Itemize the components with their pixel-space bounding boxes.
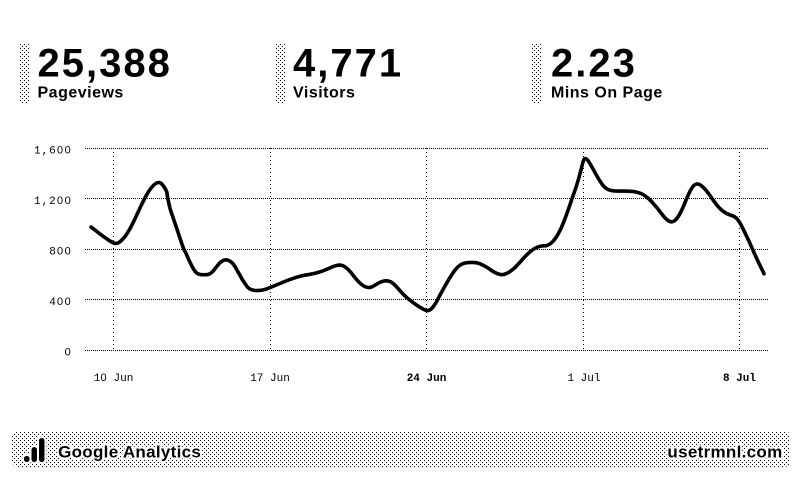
svg-text:0: 0 [64,348,72,360]
svg-text:10 Jun: 10 Jun [94,373,134,385]
svg-text:1,200: 1,200 [34,196,72,208]
svg-text:24 Jun: 24 Jun [407,373,447,385]
svg-text:Visitors: Visitors [293,84,355,101]
svg-text:1 Jul: 1 Jul [567,373,600,385]
svg-text:17 Jun: 17 Jun [250,373,290,385]
svg-text:Google Analytics: Google Analytics [58,443,201,462]
svg-text:2.23: 2.23 [551,42,637,86]
svg-text:4,771: 4,771 [293,42,403,86]
svg-text:8 Jul: 8 Jul [723,373,756,385]
svg-text:25,388: 25,388 [38,42,172,86]
svg-text:usetrmnl.com: usetrmnl.com [667,443,782,462]
svg-text:800: 800 [49,247,72,259]
svg-text:1,600: 1,600 [34,146,72,158]
svg-text:Pageviews: Pageviews [38,84,124,101]
svg-text:400: 400 [49,297,72,309]
svg-text:Mins On Page: Mins On Page [551,84,663,101]
